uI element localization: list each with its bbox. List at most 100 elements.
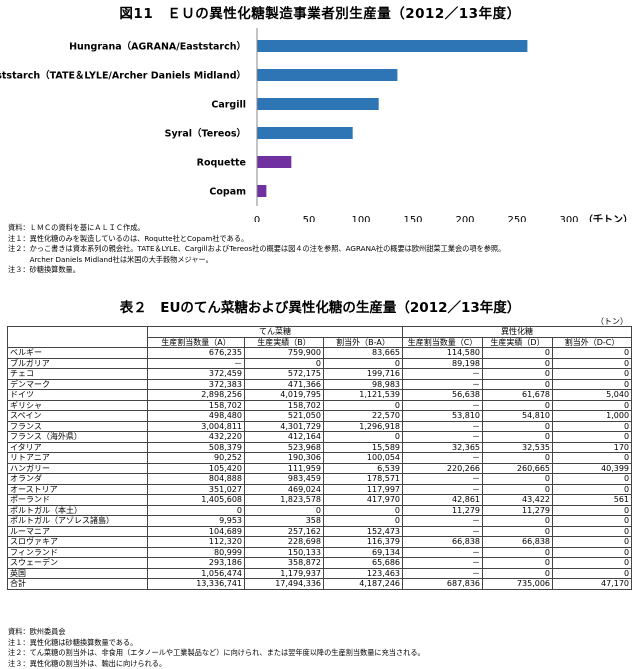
value-cell: 32,535 — [482, 441, 554, 453]
value-cell: － — [402, 567, 484, 579]
value-cell: － — [402, 431, 484, 443]
value-cell: 0 — [482, 378, 554, 390]
row-label-cell: ポルトガル（本土） — [7, 504, 148, 516]
value-cell: 53,810 — [402, 410, 484, 422]
value-cell: 1,121,539 — [322, 389, 404, 401]
value-cell: 56,638 — [402, 389, 484, 401]
value-cell: 358 — [244, 515, 324, 527]
value-cell: 1,405,608 — [147, 494, 245, 506]
value-cell: 358,872 — [244, 557, 324, 569]
row-label-cell: スロヴァキア — [7, 536, 148, 548]
value-cell: － — [402, 378, 484, 390]
row-label-cell: ハンガリー — [7, 462, 148, 474]
row-label-cell: 英国 — [7, 567, 148, 579]
value-cell: 417,970 — [322, 494, 404, 506]
value-cell: 0 — [552, 431, 633, 443]
value-cell: 0 — [552, 567, 633, 579]
table-row: ハンガリー 105,420 111,959 6,539 220,266 260,665 40… — [7, 462, 633, 474]
value-cell: 0 — [552, 473, 633, 485]
x-tick-label: 50 — [303, 215, 316, 222]
row-label-cell: 合計 — [7, 578, 148, 590]
row-label-cell: ブルガリア — [7, 357, 148, 369]
table-row: ギリシャ 158,702 158,702 0 － 0 0 — [7, 399, 633, 411]
row-label-cell: フィンランド — [7, 546, 148, 558]
table-row: ルーマニア 104,689 257,162 152,473 － 0 0 — [7, 525, 633, 537]
value-cell: 98,983 — [322, 378, 404, 390]
value-cell: 0 — [322, 431, 404, 443]
row-label-cell: ルーマニア — [7, 525, 148, 537]
value-cell: 83,665 — [322, 347, 404, 359]
value-cell: 804,888 — [147, 473, 245, 485]
row-label-cell: ドイツ — [7, 389, 148, 401]
table-row: オーストリア 351,027 469,024 117,997 － 0 0 — [7, 483, 633, 495]
table-unit: （トン） — [596, 317, 628, 326]
table-row: スウェーデン 293,186 358,872 65,686 － 0 0 — [7, 557, 633, 569]
value-cell: 412,164 — [244, 431, 324, 443]
value-cell: 2,898,256 — [147, 389, 245, 401]
value-cell: 0 — [552, 483, 633, 495]
chart-note: 注３：砂糖換算数量。 — [8, 265, 80, 274]
value-cell: 0 — [552, 525, 633, 537]
category-label: Eaststarch（TATE＆LYLE/Archer Daniels Midl… — [0, 70, 246, 82]
value-cell: 0 — [552, 515, 633, 527]
value-cell: 471,366 — [244, 378, 324, 390]
value-cell: － — [402, 399, 484, 411]
group-header-beet-sugar: てん菜糖 — [146, 326, 404, 338]
bars-layer — [257, 40, 528, 197]
value-cell: 676,235 — [147, 347, 245, 359]
value-cell: 11,279 — [402, 504, 484, 516]
value-cell: 65,686 — [322, 557, 404, 569]
value-cell: 170 — [552, 441, 633, 453]
value-cell: － — [402, 546, 484, 558]
value-cell: 0 — [482, 546, 554, 558]
value-cell: 1,296,918 — [322, 420, 404, 432]
value-cell: 104,689 — [147, 525, 245, 537]
value-cell: 11,279 — [482, 504, 554, 516]
value-cell: 0 — [244, 504, 324, 516]
value-cell: 351,027 — [147, 483, 245, 495]
table-row: ブルガリア－ 0 0 89,198 0 0 — [7, 357, 633, 369]
value-cell: 5,040 — [552, 389, 633, 401]
value-cell: 521,050 — [244, 410, 324, 422]
value-cell: 158,702 — [244, 399, 324, 411]
value-cell: 0 — [322, 515, 404, 527]
chart-note: 注１：異性化糖のみを製造しているのは、Roqutte社とCopam社である。 — [8, 233, 249, 243]
row-label-cell: スウェーデン — [7, 557, 148, 569]
value-cell: 80,999 — [147, 546, 245, 558]
value-cell: － — [402, 473, 484, 485]
value-cell: 4,301,729 — [244, 420, 324, 432]
value-cell: 0 — [552, 557, 633, 569]
x-tick-label: 250 — [507, 215, 526, 222]
value-cell: 0 — [482, 420, 554, 432]
value-cell: 572,175 — [244, 368, 324, 380]
value-cell: 190,306 — [244, 452, 324, 464]
value-cell: － — [402, 515, 484, 527]
table-row: ポーランド 1,405,608 1,823,578 417,970 42,861 43,4… — [7, 494, 633, 506]
row-label-cell: オーストリア — [7, 483, 148, 495]
value-cell: 0 — [482, 399, 554, 411]
value-cell: 0 — [552, 452, 633, 464]
table-row: オランダ 804,888 983,459 178,571 － 0 0 — [7, 473, 633, 485]
value-cell: 152,473 — [322, 525, 404, 537]
value-cell: 47,170 — [552, 578, 633, 590]
chart-note: 注２：かっこ書きは資本系列の親会社。TATE＆LYLE、CargillおよびTe… — [8, 244, 506, 253]
value-cell: 0 — [244, 357, 324, 369]
table-row: 英国 1,056,474 1,179,937 123,463 － 0 0 — [7, 567, 633, 579]
value-cell: 4,019,795 — [244, 389, 324, 401]
category-label: Hungrana（AGRANA/Eaststarch） — [69, 41, 246, 53]
value-cell: 1,823,578 — [244, 494, 324, 506]
value-cell: 0 — [552, 504, 633, 516]
value-cell: 3,004,811 — [147, 420, 245, 432]
row-label-cell: デンマーク — [7, 378, 148, 390]
bar — [257, 40, 528, 52]
bar — [257, 98, 379, 110]
value-cell: － — [402, 452, 484, 464]
bar — [257, 185, 267, 197]
value-cell: 257,162 — [244, 525, 324, 537]
table-row: フランス 3,004,811 4,301,729 1,296,918 － 0 0 — [7, 420, 633, 432]
value-cell: 6,539 — [322, 462, 404, 474]
value-cell: 0 — [322, 357, 404, 369]
value-cell: － — [402, 525, 484, 537]
value-cell: 116,379 — [322, 536, 404, 548]
row-label-cell: イタリア — [7, 441, 148, 453]
